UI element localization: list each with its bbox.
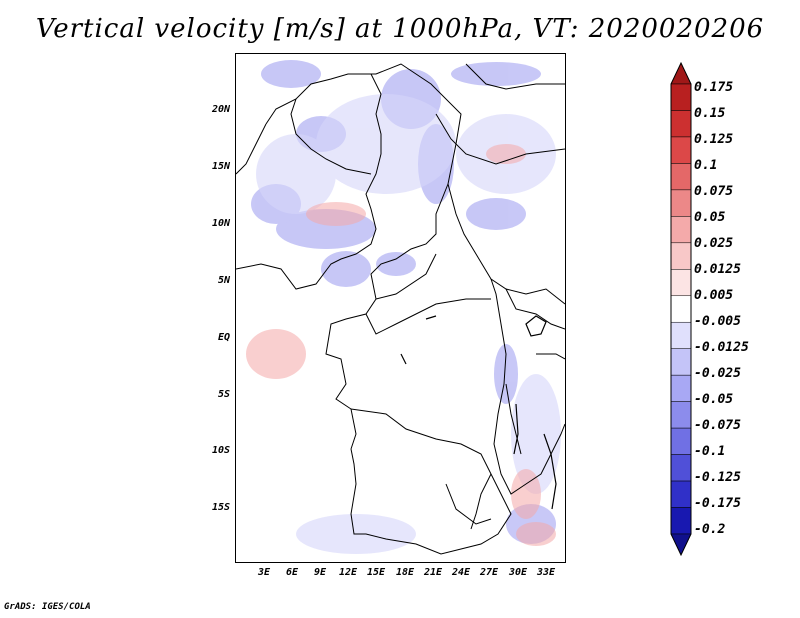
colorbar-label: 0.05 bbox=[694, 210, 726, 225]
colorbar-label: -0.05 bbox=[694, 392, 734, 407]
colorbar-cell bbox=[670, 163, 692, 191]
lon-label: 6E bbox=[285, 567, 299, 578]
lon-label: 18E bbox=[395, 567, 415, 578]
colorbar-cell bbox=[670, 348, 692, 376]
colorbar-label: -0.005 bbox=[694, 314, 741, 329]
colorbar-label: 0.0125 bbox=[694, 262, 741, 277]
lakes bbox=[400, 315, 557, 510]
colorbar-cell bbox=[670, 321, 692, 349]
colorbar-label: 0.175 bbox=[694, 80, 734, 95]
colorbar-label: 0.15 bbox=[694, 106, 726, 121]
positive-velocity-shading bbox=[246, 144, 556, 546]
lon-label: 12E bbox=[338, 567, 358, 578]
lat-label: 5N bbox=[217, 275, 230, 286]
lat-label: 10N bbox=[211, 218, 230, 229]
colorbar-cell bbox=[670, 216, 692, 244]
lon-label: 27E bbox=[479, 567, 499, 578]
lon-label: 9E bbox=[313, 567, 327, 578]
colorbar-cell bbox=[670, 110, 692, 138]
colorbar-label: -0.025 bbox=[694, 366, 741, 381]
colorbar-cell bbox=[670, 454, 692, 482]
map-panel bbox=[235, 53, 566, 563]
colorbar-label: 0.005 bbox=[694, 288, 734, 303]
colorbar-label: 0.025 bbox=[694, 236, 734, 251]
footer-credit: GrADS: IGES/COLA bbox=[4, 602, 91, 612]
lat-label: 15S bbox=[211, 502, 230, 513]
colorbar-label: -0.075 bbox=[694, 418, 741, 433]
colorbar-cell bbox=[670, 189, 692, 217]
colorbar-label: -0.0125 bbox=[694, 340, 749, 355]
colorbar-cell bbox=[670, 480, 692, 508]
country-borders bbox=[236, 63, 565, 555]
colorbar-label: 0.1 bbox=[694, 158, 718, 173]
colorbar-cell bbox=[670, 62, 692, 85]
colorbar-label: -0.1 bbox=[694, 444, 726, 459]
lon-label: 21E bbox=[423, 567, 443, 578]
colorbar-cell bbox=[670, 533, 692, 556]
lon-label: 33E bbox=[536, 567, 556, 578]
lat-label: 5S bbox=[217, 389, 230, 400]
colorbar-label: 0.075 bbox=[694, 184, 734, 199]
lon-label: 24E bbox=[451, 567, 471, 578]
chart-title: Vertical velocity [m/s] at 1000hPa, VT: … bbox=[35, 14, 765, 44]
lon-label: 3E bbox=[257, 567, 271, 578]
colorbar-label: -0.125 bbox=[694, 470, 741, 485]
colorbar-label: -0.2 bbox=[694, 522, 726, 537]
lat-label: 20N bbox=[211, 104, 230, 115]
lon-label: 30E bbox=[508, 567, 528, 578]
colorbar-cell bbox=[670, 83, 692, 111]
colorbar-cell bbox=[670, 242, 692, 270]
colorbar-label: -0.175 bbox=[694, 496, 741, 511]
lat-label: 10S bbox=[211, 445, 230, 456]
colorbar-cell bbox=[670, 401, 692, 429]
lat-label: EQ bbox=[217, 332, 230, 343]
colorbar-cell bbox=[670, 374, 692, 402]
lat-label: 15N bbox=[211, 161, 230, 172]
colorbar-cell bbox=[670, 136, 692, 164]
colorbar-cell bbox=[670, 427, 692, 455]
map-canvas bbox=[236, 60, 565, 555]
colorbar-label: 0.125 bbox=[694, 132, 734, 147]
colorbar-cell bbox=[670, 295, 692, 323]
colorbar-cell bbox=[670, 507, 692, 535]
colorbar-cell bbox=[670, 269, 692, 297]
lon-label: 15E bbox=[366, 567, 386, 578]
colorbar bbox=[670, 62, 692, 556]
